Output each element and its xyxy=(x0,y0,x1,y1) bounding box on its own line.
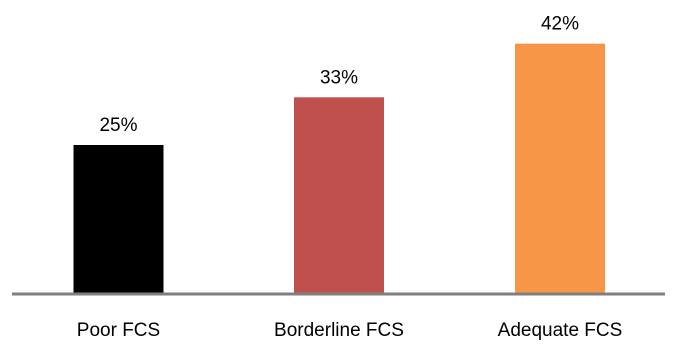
bar-poor-fcs xyxy=(73,145,164,294)
bars-group xyxy=(73,43,605,295)
data-label: 25% xyxy=(99,115,137,136)
data-label: 42% xyxy=(541,14,579,35)
bar-adequate-fcs xyxy=(515,43,605,295)
category-tick-label: Adequate FCS xyxy=(498,320,623,341)
category-labels-group: Poor FCS Borderline FCS Adequate FCS xyxy=(77,320,623,341)
data-label: 33% xyxy=(320,67,358,88)
bar-borderline-fcs xyxy=(294,97,384,294)
category-tick-label: Poor FCS xyxy=(77,320,160,341)
category-tick-label: Borderline FCS xyxy=(274,320,404,341)
data-labels-group: 25% 33% 42% xyxy=(99,14,579,136)
